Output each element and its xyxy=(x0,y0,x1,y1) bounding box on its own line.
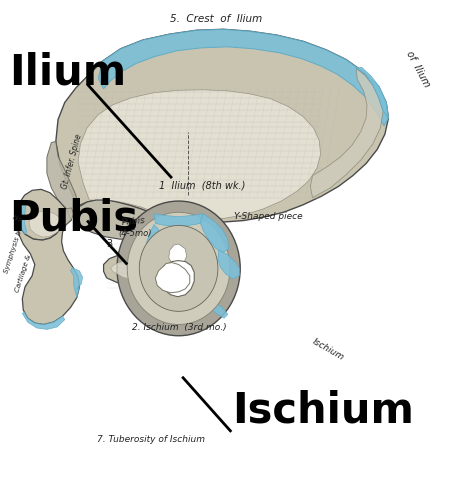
Text: Ischium: Ischium xyxy=(232,390,414,432)
Text: Ilium: Ilium xyxy=(9,51,126,93)
Polygon shape xyxy=(29,211,66,237)
Polygon shape xyxy=(162,261,194,297)
Circle shape xyxy=(117,201,240,336)
Polygon shape xyxy=(98,29,388,126)
Polygon shape xyxy=(147,224,163,259)
Polygon shape xyxy=(104,240,236,297)
Polygon shape xyxy=(19,220,80,325)
Polygon shape xyxy=(71,267,82,298)
Polygon shape xyxy=(356,67,388,118)
Text: Pubis: Pubis xyxy=(9,198,138,240)
Text: Y-Shaped piece: Y-Shaped piece xyxy=(234,212,303,221)
Text: (4-5mo): (4-5mo) xyxy=(118,229,152,238)
Polygon shape xyxy=(17,203,27,234)
Text: his: his xyxy=(11,215,23,224)
Text: of  Ilium: of Ilium xyxy=(404,49,431,88)
Text: Cartilage &: Cartilage & xyxy=(14,254,33,293)
Text: Pubis: Pubis xyxy=(121,216,146,227)
Polygon shape xyxy=(154,214,205,226)
Polygon shape xyxy=(111,249,220,289)
Polygon shape xyxy=(155,263,190,293)
Text: 7. Tuberosity of Ischium: 7. Tuberosity of Ischium xyxy=(98,435,205,444)
Text: 2. Ischium  (3rd mo.): 2. Ischium (3rd mo.) xyxy=(132,323,226,332)
Text: 5.  Crest  of  Ilium: 5. Crest of Ilium xyxy=(169,14,262,23)
Polygon shape xyxy=(74,200,176,239)
Polygon shape xyxy=(78,90,321,220)
Circle shape xyxy=(139,225,218,311)
Polygon shape xyxy=(218,250,240,279)
Polygon shape xyxy=(22,312,65,329)
Polygon shape xyxy=(17,189,71,240)
Polygon shape xyxy=(169,244,187,265)
Text: Symphysis b: Symphysis b xyxy=(4,229,23,274)
Text: Gt. Infer. Spine: Gt. Infer. Spine xyxy=(60,133,84,190)
Text: 1  Ilium  (8th wk.): 1 Ilium (8th wk.) xyxy=(158,181,245,190)
Polygon shape xyxy=(56,29,388,222)
Polygon shape xyxy=(201,299,228,318)
Polygon shape xyxy=(47,142,78,214)
Text: 3: 3 xyxy=(106,239,112,249)
Circle shape xyxy=(127,212,230,325)
Polygon shape xyxy=(59,208,74,224)
Polygon shape xyxy=(311,68,383,198)
Text: Ischium: Ischium xyxy=(311,337,345,362)
Polygon shape xyxy=(200,214,229,253)
